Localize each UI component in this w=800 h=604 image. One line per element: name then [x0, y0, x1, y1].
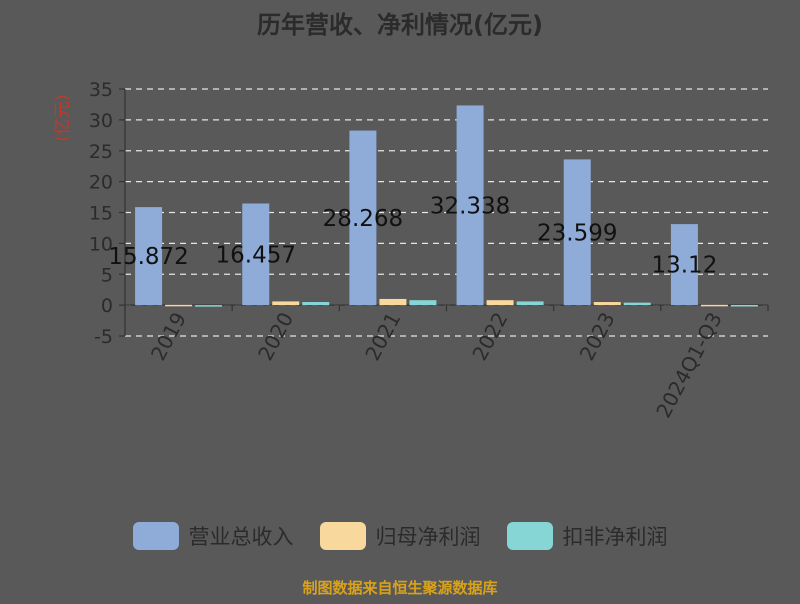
bar [456, 105, 484, 306]
data-label: 13.12 [651, 253, 717, 279]
y-tick-label: 15 [89, 203, 113, 225]
labels-layer: 15.872 16.457 28.268 32.338 23.599 13.12 [108, 193, 717, 278]
y-tick-label: 35 [89, 79, 113, 101]
data-label: 28.268 [323, 206, 403, 232]
bar [195, 305, 223, 307]
y-tick-label: 5 [101, 264, 113, 286]
legend-item[interactable]: 归母净利润 [319, 521, 481, 551]
bar [670, 224, 698, 306]
chart-title: 历年营收、净利情况(亿元) [257, 11, 543, 39]
x-tick-label: 2022 [467, 308, 512, 364]
bar [349, 130, 377, 306]
legend-label: 归母净利润 [375, 525, 481, 549]
y-tick-label: 20 [89, 172, 113, 194]
y-tick-label: 30 [89, 110, 113, 132]
y-tick-label: 25 [89, 141, 113, 163]
bar [700, 304, 728, 307]
footer-note: 制图数据来自恒生聚源数据库 [302, 579, 498, 597]
legend-swatch [319, 522, 366, 550]
y-axis-label: (亿元) [53, 94, 73, 141]
data-label: 32.338 [430, 193, 510, 219]
bar [730, 305, 758, 307]
bar [165, 304, 193, 307]
y-tick-label: -5 [94, 326, 113, 348]
bar [272, 301, 300, 306]
bars-layer [135, 105, 758, 307]
legend-item[interactable]: 扣非净利润 [506, 521, 668, 551]
bar [302, 302, 330, 306]
bar [409, 300, 437, 306]
x-tick-label: 2024Q1-Q3 [651, 308, 727, 421]
y-tick-label: 0 [101, 295, 113, 317]
data-label: 23.599 [537, 220, 617, 246]
bar [516, 301, 544, 306]
bar [379, 298, 407, 306]
bar [242, 203, 270, 306]
legend-item[interactable]: 营业总收入 [132, 521, 294, 551]
legend-label: 扣非净利润 [562, 525, 668, 549]
bar [563, 159, 591, 306]
data-label: 16.457 [216, 242, 296, 268]
data-label: 15.872 [108, 244, 188, 270]
bar [593, 302, 621, 306]
bar [623, 302, 651, 306]
y-tick-label: 10 [89, 233, 113, 255]
bar [486, 300, 514, 306]
legend-swatch [506, 522, 553, 550]
legend: 营业总收入 归母净利润 扣非净利润 [0, 516, 800, 556]
legend-swatch [132, 522, 179, 550]
legend-label: 营业总收入 [188, 525, 294, 549]
bar [135, 207, 163, 306]
